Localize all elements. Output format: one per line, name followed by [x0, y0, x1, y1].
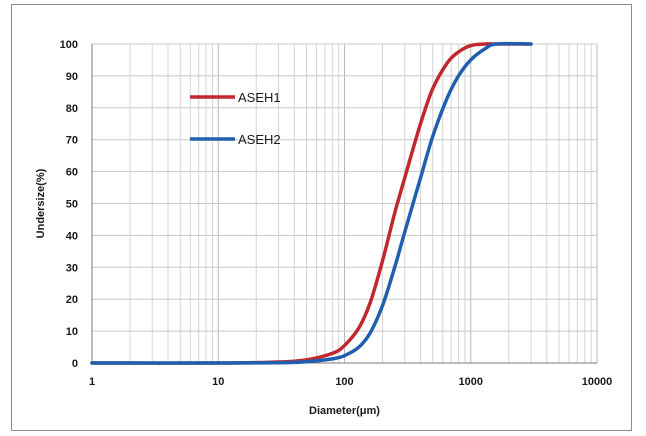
- series-line-aseh2: [90, 41, 533, 365]
- grid-lines: [91, 43, 598, 364]
- y-tick-label: 90: [66, 71, 78, 83]
- legend-label-aseh2: ASEH2: [238, 132, 281, 147]
- y-tick-label: 70: [66, 135, 78, 147]
- x-tick-label: 10000: [582, 376, 613, 388]
- x-tick-label: 1000: [459, 376, 483, 388]
- legend-label-aseh1: ASEH1: [238, 90, 281, 105]
- legend: ASEH1 ASEH2: [190, 90, 281, 147]
- x-axis-title: Diameter(μm): [309, 405, 380, 417]
- y-tick-label: 40: [66, 230, 78, 242]
- y-tick-label: 100: [60, 39, 78, 51]
- y-axis-title: Undersize(%): [35, 168, 47, 238]
- x-tick-label: 1: [89, 376, 95, 388]
- y-tick-label: 0: [72, 358, 78, 370]
- y-tick-label: 50: [66, 199, 78, 211]
- y-tick-label: 80: [66, 103, 78, 115]
- series-lines: [90, 41, 533, 365]
- y-tick-label: 30: [66, 262, 78, 274]
- y-tick-label: 20: [66, 294, 78, 306]
- x-tick-label: 100: [335, 376, 353, 388]
- x-tick-label: 10: [212, 376, 224, 388]
- y-tick-label: 60: [66, 167, 78, 179]
- y-tick-label: 10: [66, 326, 78, 338]
